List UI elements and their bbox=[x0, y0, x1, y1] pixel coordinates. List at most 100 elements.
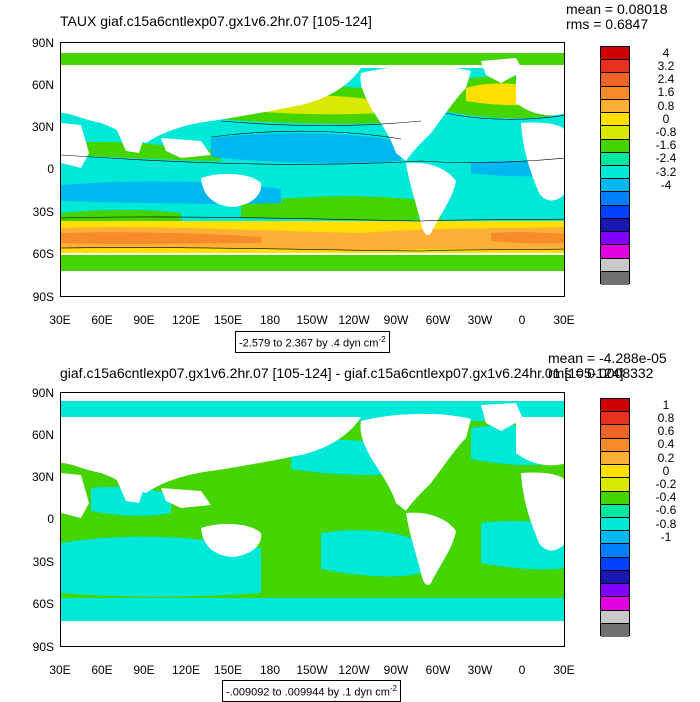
top-colorbar-label: -0.8 bbox=[655, 124, 677, 139]
bottom-colorbar-label: 1 bbox=[662, 397, 670, 412]
top-colorbar-box bbox=[601, 258, 629, 272]
top-map-svg bbox=[61, 43, 564, 296]
top-colorbar-box bbox=[601, 60, 629, 74]
top-colorbar-label: 1.6 bbox=[657, 85, 675, 100]
top-colorbar-box bbox=[601, 218, 629, 233]
bottom-colorbar-label: 0.6 bbox=[657, 424, 675, 439]
bottom-eurasia bbox=[61, 417, 361, 493]
bottom-lon-label: 0 bbox=[518, 663, 526, 677]
bottom-south-america bbox=[406, 512, 456, 585]
top-mean-label: mean = 0.08018 bbox=[566, 1, 668, 17]
top-colorbar-label: -2.4 bbox=[655, 151, 677, 166]
bottom-se-asia bbox=[161, 488, 211, 508]
top-lat-label: 0 bbox=[47, 162, 54, 176]
top-colorbar-box bbox=[601, 113, 629, 127]
top-colorbar-label: 2.4 bbox=[657, 72, 675, 87]
bottom-colorbar-box bbox=[601, 610, 629, 624]
bottom-greenland bbox=[481, 403, 523, 431]
top-lat-label: 90N bbox=[31, 36, 54, 50]
bottom-colorbar-box bbox=[601, 465, 629, 479]
top-colorbar-box bbox=[601, 192, 629, 206]
top-colorbar-label: 3.2 bbox=[657, 58, 675, 73]
bottom-lat-label: 90N bbox=[31, 386, 54, 400]
top-arctic-strip bbox=[61, 53, 564, 65]
bottom-colorbar-label: 0.4 bbox=[657, 437, 675, 452]
bottom-colorbar-box bbox=[601, 491, 629, 505]
bottom-lat-label: 60S bbox=[32, 597, 54, 611]
bottom-colorbar-label: -1 bbox=[660, 529, 672, 544]
top-lon-label: 60W bbox=[425, 313, 451, 327]
bottom-range-label: -.009092 to .009944 by .1 dyn cm-2 bbox=[222, 680, 402, 702]
top-lon-label: 30W bbox=[467, 313, 493, 327]
bottom-map-plot bbox=[60, 392, 565, 647]
bottom-mean-label: mean = -4.288e-05 bbox=[548, 350, 667, 366]
top-colorbar-box bbox=[601, 245, 629, 259]
bottom-lon-label: 30W bbox=[467, 663, 493, 677]
bottom-range-exponent: -2 bbox=[389, 684, 398, 693]
top-se-asia bbox=[161, 138, 211, 158]
top-range-text: -2.579 to 2.367 by .4 dyn cm bbox=[239, 337, 379, 350]
top-australia bbox=[201, 173, 262, 207]
top-range-exponent: -2 bbox=[378, 335, 386, 344]
top-south-indian-green bbox=[61, 210, 181, 221]
bottom-colorbar-box bbox=[601, 399, 629, 413]
top-lon-label: 180 bbox=[259, 313, 281, 327]
top-colorbar bbox=[600, 46, 630, 285]
bottom-colorbar-label: -0.8 bbox=[655, 516, 677, 531]
top-lon-label: 150W bbox=[296, 313, 328, 327]
top-southern-band-gold bbox=[61, 227, 564, 251]
bottom-lon-label: 60E bbox=[91, 663, 113, 677]
bottom-colorbar bbox=[600, 398, 630, 637]
top-colorbar-box bbox=[601, 152, 629, 166]
top-colorbar-label: 0 bbox=[662, 111, 670, 126]
top-colorbar-box bbox=[601, 205, 629, 219]
top-colorbar-box bbox=[601, 47, 629, 61]
bottom-lat-label: 0 bbox=[47, 512, 54, 526]
top-colorbar-label: -4 bbox=[660, 177, 672, 192]
top-africa-west bbox=[61, 123, 89, 168]
bottom-colorbar-box bbox=[601, 623, 629, 637]
bottom-lon-label: 30E bbox=[49, 663, 71, 677]
bottom-colorbar-label: 0.2 bbox=[657, 450, 675, 465]
bottom-plot-title: giaf.c15a6cntlexp07.gx1v6.2hr.07 [105-12… bbox=[60, 365, 624, 381]
top-contour-line bbox=[61, 247, 564, 252]
bottom-colorbar-box bbox=[601, 584, 629, 598]
bottom-lon-label: 150E bbox=[213, 663, 243, 677]
bottom-lon-label: 180 bbox=[259, 663, 281, 677]
bottom-colorbar-box bbox=[601, 504, 629, 518]
top-lat-label: 60S bbox=[32, 247, 54, 261]
bottom-africa bbox=[521, 472, 564, 551]
bottom-colorbar-label: 0 bbox=[662, 463, 670, 478]
bottom-colorbar-box bbox=[601, 412, 629, 426]
bottom-colorbar-box bbox=[601, 570, 629, 585]
top-lat-label: 60N bbox=[31, 78, 54, 92]
top-colorbar-box bbox=[601, 139, 629, 153]
top-south-america bbox=[406, 162, 456, 235]
bottom-europe-east bbox=[516, 417, 564, 466]
bottom-colorbar-box bbox=[601, 544, 629, 558]
bottom-lat-label: 60N bbox=[31, 428, 54, 442]
top-colorbar-box bbox=[601, 232, 629, 246]
top-colorbar-label: -3.2 bbox=[655, 164, 677, 179]
bottom-colorbar-box bbox=[601, 597, 629, 611]
bottom-antarctica bbox=[61, 621, 564, 646]
bottom-colorbar-box bbox=[601, 531, 629, 545]
top-antarctic-strip bbox=[61, 255, 564, 271]
top-greenland bbox=[481, 58, 523, 83]
top-southern-band-orange bbox=[61, 232, 261, 244]
top-lon-label: 30E bbox=[553, 313, 575, 327]
bottom-colorbar-box bbox=[601, 451, 629, 466]
bottom-lat-label: 90S bbox=[32, 640, 54, 654]
top-europe-east bbox=[516, 68, 564, 116]
top-trade-pacific-cyan bbox=[211, 133, 401, 164]
bottom-lon-label: 150W bbox=[296, 663, 328, 677]
top-south-pacific-green bbox=[241, 196, 441, 220]
top-colorbar-box bbox=[601, 86, 629, 100]
top-lon-label: 0 bbox=[518, 313, 526, 327]
top-colorbar-box bbox=[601, 73, 629, 87]
bottom-colorbar-box bbox=[601, 438, 629, 452]
bottom-africa-west bbox=[61, 473, 89, 518]
bottom-lat-label: 30N bbox=[31, 470, 54, 484]
top-contour-line bbox=[220, 120, 422, 126]
top-southern-band-orange-east bbox=[491, 232, 564, 244]
